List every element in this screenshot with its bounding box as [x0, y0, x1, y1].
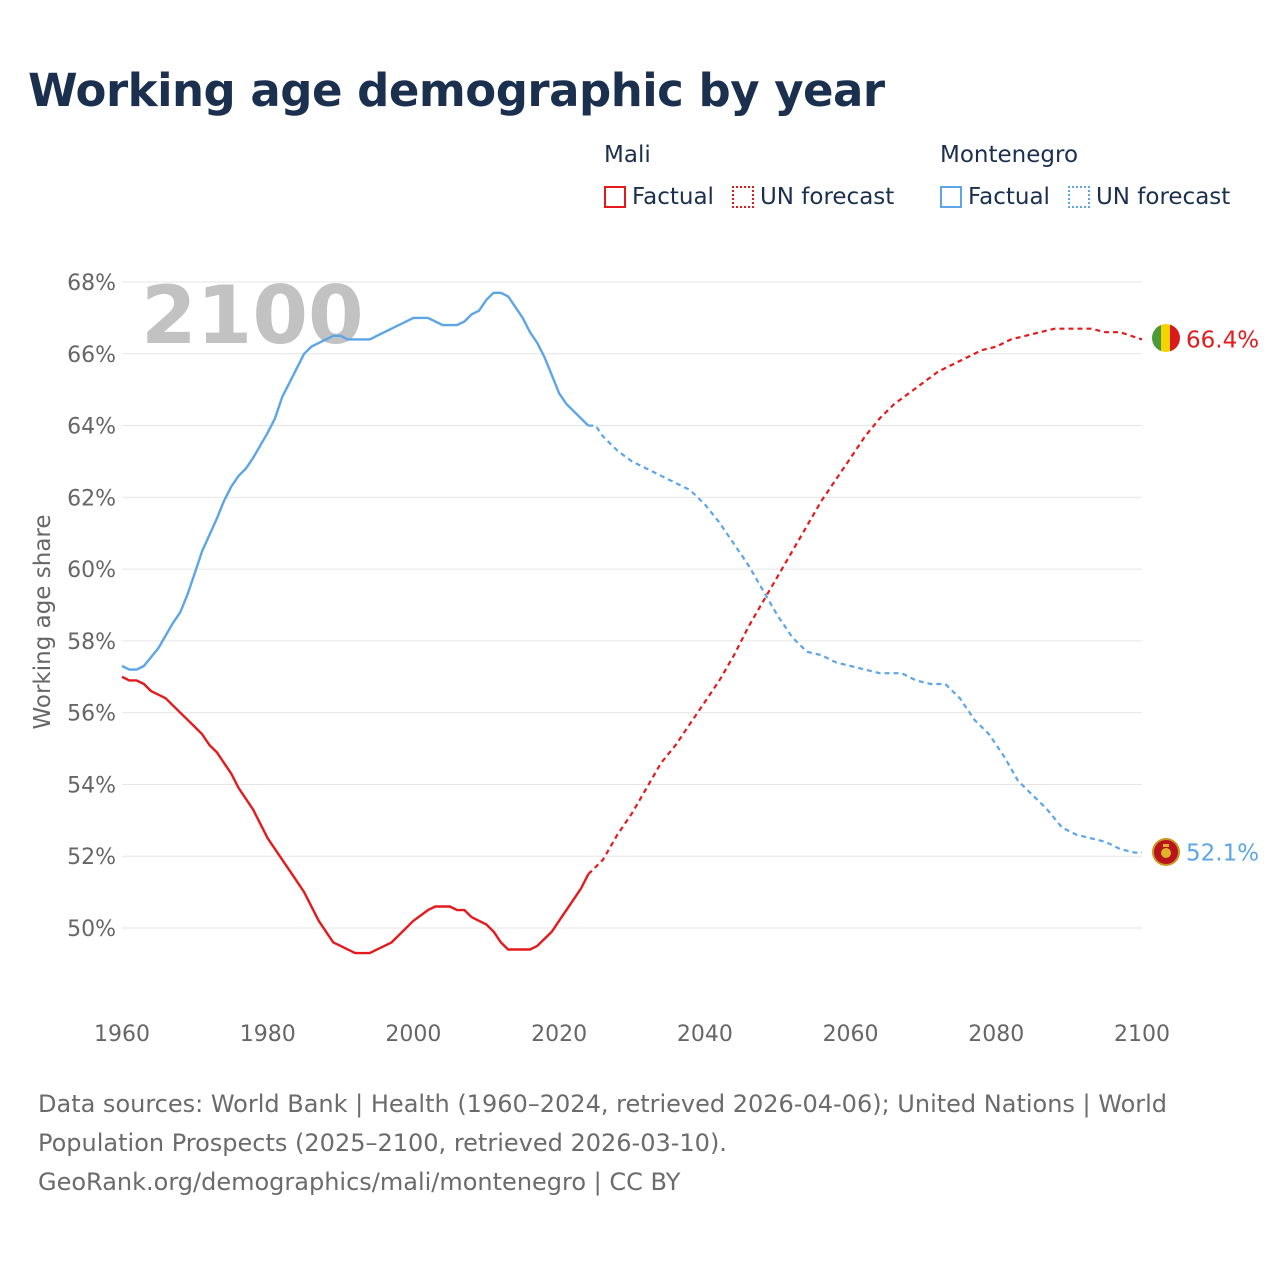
year-watermark: 2100: [141, 269, 364, 362]
legend-montenegro-factual[interactable]: Factual: [940, 184, 1050, 210]
series-lines: [121, 291, 1143, 955]
data-sources: Data sources: World Bank | Health (1960–…: [38, 1090, 1168, 1157]
series-end-labels: 66.4% 52.1%: [1186, 327, 1259, 866]
y-tick-label: 68%: [67, 271, 116, 296]
legend-solid-swatch: [604, 186, 626, 208]
grid-lines: [122, 281, 1142, 929]
legend-label: Factual: [632, 184, 714, 210]
legend-mali-factual[interactable]: Factual: [604, 184, 714, 210]
attribution-link[interactable]: GeoRank.org/demographics/mali/montenegro…: [38, 1168, 681, 1196]
legend-mali-forecast[interactable]: UN forecast: [731, 184, 895, 210]
chart-title: Working age demographic by year: [28, 64, 885, 117]
x-tick-label: 2020: [531, 1022, 587, 1047]
x-tick-label: 2080: [968, 1022, 1024, 1047]
mali-end-label: 66.4%: [1186, 327, 1259, 353]
montenegro-flag-icon: [1152, 838, 1180, 866]
y-tick-label: 66%: [67, 343, 116, 368]
legend-label: UN forecast: [759, 184, 895, 210]
legend-dotted-swatch: [1067, 186, 1090, 208]
y-tick-label: 62%: [67, 486, 116, 511]
mali-flag-icon: [1152, 324, 1180, 352]
y-tick-label: 56%: [67, 702, 116, 727]
line-chart: 2100 50% 52% 54% 56% 58% 60% 62% 64% 66% 68% 1960…: [30, 269, 1259, 1047]
legend-label: Factual: [968, 184, 1050, 210]
legend-solid-swatch: [940, 186, 962, 208]
legend-dotted-swatch: [731, 186, 754, 208]
x-tick-labels: 1960 1980 2000 2020 2040 2060 2080 2100: [94, 1022, 1170, 1047]
legend-country-mali: Mali: [604, 142, 651, 168]
y-tick-label: 54%: [67, 773, 116, 798]
x-tick-label: 2100: [1114, 1022, 1170, 1047]
y-tick-labels: 50% 52% 54% 56% 58% 60% 62% 64% 66% 68%: [67, 271, 116, 942]
x-tick-label: 2040: [677, 1022, 733, 1047]
montenegro-end-label: 52.1%: [1186, 841, 1259, 867]
legend-montenegro-forecast[interactable]: UN forecast: [1067, 184, 1231, 210]
y-tick-label: 50%: [67, 917, 116, 942]
y-tick-label: 58%: [67, 630, 116, 655]
x-tick-label: 1960: [94, 1022, 150, 1047]
legend-group-mali: Mali Factual UN forecast: [604, 142, 894, 210]
y-axis-label: Working age share: [30, 514, 56, 729]
y-tick-label: 64%: [67, 415, 116, 440]
montenegro-factual-line: [121, 291, 590, 671]
montenegro-forecast-line: [588, 424, 1142, 854]
mali-forecast-line: [587, 327, 1143, 875]
x-tick-label: 1980: [240, 1022, 296, 1047]
y-tick-label: 52%: [67, 845, 116, 870]
legend-country-montenegro: Montenegro: [940, 142, 1079, 168]
x-tick-label: 2060: [823, 1022, 879, 1047]
footer: Data sources: World Bank | Health (1960–…: [38, 1085, 1218, 1202]
legend-label: UN forecast: [1095, 184, 1231, 210]
legend-group-montenegro: Montenegro Factual UN forecast: [940, 142, 1230, 210]
x-tick-label: 2000: [385, 1022, 441, 1047]
mali-factual-line: [121, 675, 590, 955]
y-tick-label: 60%: [67, 558, 116, 583]
